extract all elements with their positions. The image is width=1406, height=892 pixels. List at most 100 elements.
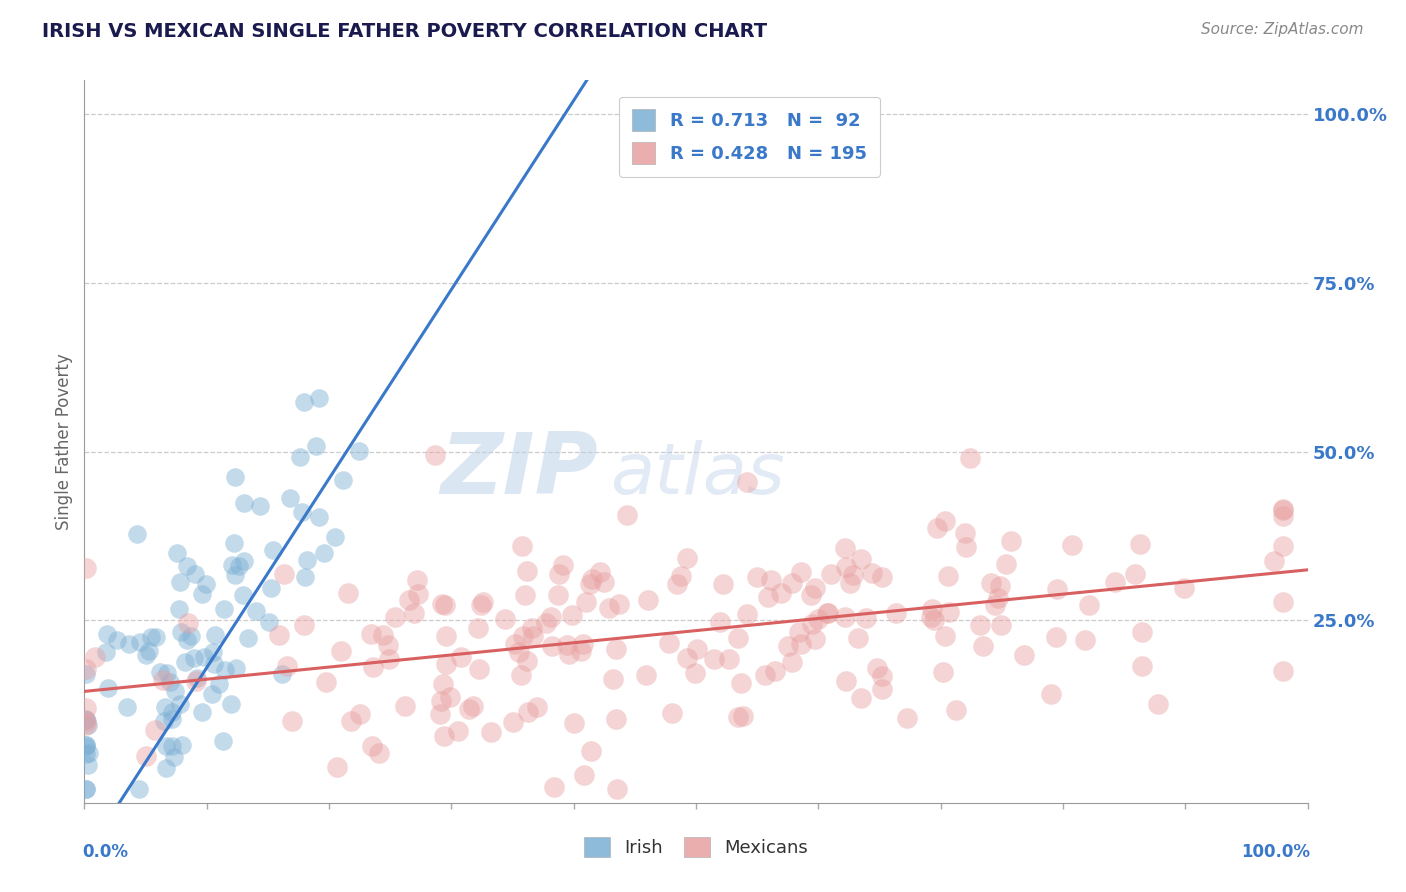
Point	[756, 590, 779, 604]
Point	[294, 570, 316, 584]
Point	[149, 665, 172, 679]
Point	[273, 567, 295, 582]
Point	[118, 637, 141, 651]
Text: 0.0%: 0.0%	[82, 843, 128, 861]
Point	[637, 592, 659, 607]
Point	[925, 521, 948, 535]
Point	[224, 568, 246, 582]
Point	[249, 499, 271, 513]
Point	[167, 602, 190, 616]
Y-axis label: Single Father Poverty: Single Father Poverty	[55, 353, 73, 530]
Point	[439, 690, 461, 705]
Point	[432, 677, 454, 691]
Point	[761, 574, 783, 588]
Point	[870, 570, 893, 584]
Point	[1046, 582, 1069, 596]
Point	[686, 642, 709, 657]
Point	[308, 509, 330, 524]
Point	[75, 712, 97, 726]
Point	[800, 588, 823, 602]
Point	[735, 607, 758, 622]
Point	[872, 669, 894, 683]
Point	[1272, 539, 1295, 553]
Point	[510, 539, 533, 553]
Point	[276, 659, 298, 673]
Point	[373, 628, 395, 642]
Point	[165, 684, 187, 698]
Point	[932, 665, 955, 680]
Point	[936, 568, 959, 582]
Point	[312, 546, 335, 560]
Point	[447, 724, 470, 739]
Point	[820, 567, 842, 582]
Point	[269, 628, 291, 642]
Point	[135, 748, 157, 763]
Point	[278, 491, 301, 505]
Point	[502, 715, 524, 730]
Point	[75, 662, 97, 676]
Point	[1272, 665, 1295, 679]
Point	[183, 650, 205, 665]
Point	[308, 391, 330, 405]
Point	[1173, 581, 1195, 595]
Point	[262, 543, 284, 558]
Point	[193, 649, 215, 664]
Point	[703, 651, 725, 665]
Point	[938, 606, 960, 620]
Point	[526, 700, 548, 714]
Point	[191, 587, 214, 601]
Point	[754, 668, 776, 682]
Point	[75, 738, 97, 752]
Point	[1045, 630, 1067, 644]
Point	[191, 706, 214, 720]
Point	[162, 712, 184, 726]
Point	[176, 632, 198, 647]
Point	[153, 699, 176, 714]
Point	[834, 673, 856, 688]
Text: IRISH VS MEXICAN SINGLE FATHER POVERTY CORRELATION CHART: IRISH VS MEXICAN SINGLE FATHER POVERTY C…	[42, 22, 768, 41]
Point	[984, 598, 1007, 612]
Point	[430, 694, 453, 708]
Point	[238, 632, 260, 646]
Point	[730, 675, 752, 690]
Point	[1074, 632, 1097, 647]
Point	[846, 631, 869, 645]
Point	[555, 638, 578, 652]
Point	[194, 577, 217, 591]
Point	[145, 630, 167, 644]
Point	[96, 627, 118, 641]
Point	[676, 551, 699, 566]
Point	[336, 586, 359, 600]
Point	[360, 627, 382, 641]
Point	[153, 714, 176, 728]
Point	[349, 706, 371, 721]
Point	[671, 569, 693, 583]
Point	[616, 508, 638, 522]
Point	[494, 612, 516, 626]
Point	[155, 739, 177, 753]
Point	[727, 632, 749, 646]
Point	[711, 576, 734, 591]
Point	[138, 644, 160, 658]
Point	[945, 703, 967, 717]
Point	[787, 624, 810, 639]
Point	[361, 739, 384, 753]
Point	[803, 632, 825, 646]
Point	[433, 730, 456, 744]
Point	[434, 657, 457, 672]
Point	[782, 576, 804, 591]
Point	[515, 587, 537, 601]
Point	[170, 738, 193, 752]
Point	[304, 439, 326, 453]
Point	[77, 747, 100, 761]
Point	[97, 681, 120, 695]
Point	[339, 714, 361, 728]
Point	[593, 575, 616, 590]
Point	[152, 673, 174, 687]
Point	[924, 613, 946, 627]
Point	[866, 661, 889, 675]
Point	[222, 536, 245, 550]
Point	[186, 674, 208, 689]
Point	[605, 712, 627, 726]
Point	[1000, 533, 1022, 548]
